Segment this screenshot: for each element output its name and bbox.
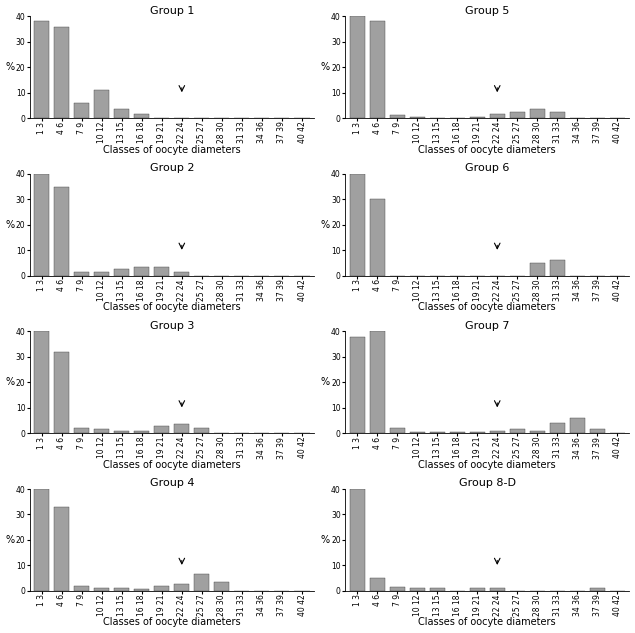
Y-axis label: %: %: [321, 377, 330, 387]
Bar: [349, 337, 364, 433]
Bar: [194, 574, 210, 591]
Y-axis label: %: %: [6, 535, 15, 545]
Bar: [94, 588, 109, 591]
Bar: [34, 174, 49, 275]
Bar: [94, 429, 109, 433]
Bar: [134, 430, 149, 433]
Bar: [194, 428, 210, 433]
Bar: [470, 116, 485, 118]
Y-axis label: %: %: [321, 62, 330, 72]
Bar: [370, 199, 385, 275]
Title: Group 5: Group 5: [465, 6, 509, 16]
Bar: [175, 584, 189, 591]
Bar: [54, 27, 69, 118]
Bar: [349, 16, 364, 118]
Bar: [530, 109, 545, 118]
Bar: [154, 266, 170, 275]
Bar: [390, 115, 404, 118]
Title: Group 8-D: Group 8-D: [458, 478, 516, 488]
Bar: [94, 90, 109, 118]
Bar: [430, 588, 444, 591]
Bar: [390, 428, 404, 433]
Bar: [74, 586, 89, 591]
Bar: [550, 423, 565, 433]
Bar: [34, 489, 49, 591]
Bar: [390, 587, 404, 591]
Bar: [490, 430, 505, 433]
Bar: [570, 418, 585, 433]
Bar: [74, 103, 89, 118]
Bar: [470, 588, 485, 591]
Bar: [154, 425, 170, 433]
Bar: [410, 432, 425, 433]
Title: Group 6: Group 6: [465, 163, 509, 173]
Bar: [410, 588, 425, 591]
Bar: [490, 114, 505, 118]
Title: Group 4: Group 4: [150, 478, 194, 488]
Bar: [530, 263, 545, 275]
Bar: [215, 582, 229, 591]
X-axis label: Classes of oocyte diameters: Classes of oocyte diameters: [103, 460, 241, 470]
Bar: [134, 114, 149, 118]
Bar: [370, 578, 385, 591]
Bar: [134, 266, 149, 275]
Bar: [490, 588, 505, 591]
Bar: [370, 22, 385, 118]
X-axis label: Classes of oocyte diameters: Classes of oocyte diameters: [103, 303, 241, 312]
Bar: [34, 332, 49, 433]
Bar: [430, 432, 444, 433]
Bar: [114, 430, 130, 433]
X-axis label: Classes of oocyte diameters: Classes of oocyte diameters: [418, 617, 556, 627]
Y-axis label: %: %: [6, 377, 15, 387]
Bar: [510, 111, 525, 118]
X-axis label: Classes of oocyte diameters: Classes of oocyte diameters: [418, 303, 556, 312]
Bar: [349, 489, 364, 591]
Bar: [54, 352, 69, 433]
Title: Group 7: Group 7: [465, 321, 509, 330]
X-axis label: Classes of oocyte diameters: Classes of oocyte diameters: [418, 145, 556, 155]
Bar: [510, 429, 525, 433]
Bar: [154, 586, 170, 591]
Bar: [450, 432, 465, 433]
Bar: [134, 589, 149, 591]
Y-axis label: %: %: [6, 62, 15, 72]
Bar: [470, 432, 485, 433]
Bar: [175, 424, 189, 433]
X-axis label: Classes of oocyte diameters: Classes of oocyte diameters: [418, 460, 556, 470]
Bar: [550, 111, 565, 118]
Bar: [590, 429, 605, 433]
Bar: [74, 428, 89, 433]
Bar: [530, 430, 545, 433]
Y-axis label: %: %: [321, 220, 330, 230]
X-axis label: Classes of oocyte diameters: Classes of oocyte diameters: [103, 617, 241, 627]
Bar: [74, 272, 89, 275]
Bar: [54, 187, 69, 275]
Bar: [349, 174, 364, 275]
Bar: [54, 507, 69, 591]
Y-axis label: %: %: [321, 535, 330, 545]
Y-axis label: %: %: [6, 220, 15, 230]
Bar: [114, 109, 130, 118]
Bar: [114, 269, 130, 275]
Title: Group 2: Group 2: [150, 163, 194, 173]
Title: Group 1: Group 1: [150, 6, 194, 16]
Bar: [550, 260, 565, 275]
Bar: [34, 22, 49, 118]
Bar: [94, 272, 109, 275]
Title: Group 3: Group 3: [150, 321, 194, 330]
Bar: [114, 588, 130, 591]
Bar: [175, 272, 189, 275]
X-axis label: Classes of oocyte diameters: Classes of oocyte diameters: [103, 145, 241, 155]
Bar: [370, 332, 385, 433]
Bar: [590, 588, 605, 591]
Bar: [410, 116, 425, 118]
